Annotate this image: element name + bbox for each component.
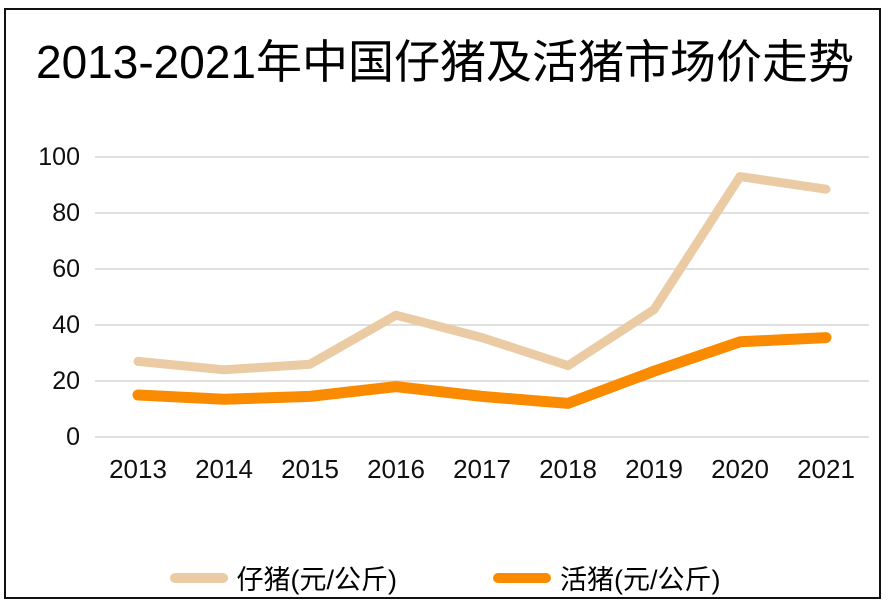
legend-swatch-0 (169, 572, 228, 583)
y-tick-label: 20 (52, 367, 80, 395)
legend-item-0: 仔猪(元/公斤) (169, 558, 397, 597)
chart-frame (4, 8, 881, 599)
x-axis-label: 2021 (797, 454, 855, 484)
x-axis-label: 2018 (539, 454, 597, 484)
legend-label-0: 仔猪(元/公斤) (236, 565, 397, 595)
series-line-1 (132, 332, 832, 409)
legend-item-1: 活猪(元/公斤) (493, 558, 720, 597)
legend-label-1: 活猪(元/公斤) (560, 565, 721, 595)
x-axis-label: 2014 (195, 454, 253, 484)
x-axis-label: 2013 (109, 454, 167, 484)
x-axis-label: 2016 (367, 454, 425, 484)
y-tick-label: 80 (52, 199, 80, 227)
legend-swatch-1 (493, 572, 551, 583)
y-tick-label: 0 (66, 423, 80, 451)
y-tick-label: 100 (38, 143, 80, 171)
x-axis-label: 2017 (453, 454, 511, 484)
y-tick-label: 40 (52, 311, 80, 339)
x-axis-label: 2020 (711, 454, 769, 484)
x-axis-label: 2019 (625, 454, 683, 484)
series-line-0 (133, 172, 831, 375)
x-axis-label: 2015 (281, 454, 339, 484)
chart-legend: 仔猪(元/公斤) 活猪(元/公斤) (0, 558, 890, 597)
y-tick-label: 60 (52, 255, 80, 283)
chart-title: 2013-2021年中国仔猪及活猪市场价走势 (36, 36, 854, 88)
